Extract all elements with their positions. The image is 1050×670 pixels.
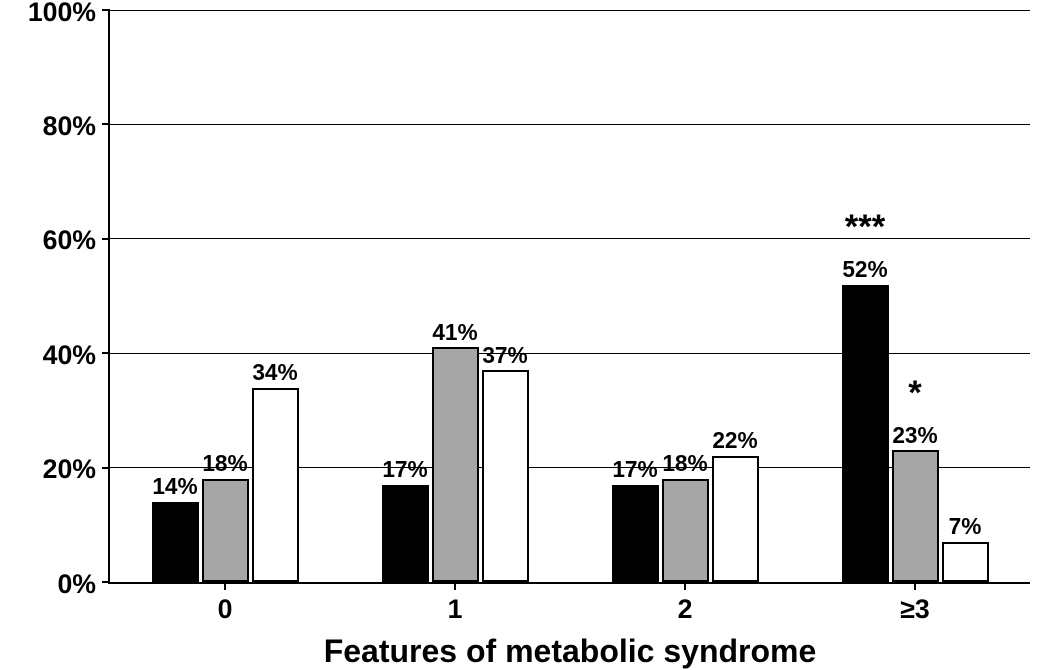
bar bbox=[942, 542, 989, 582]
bar-value-label: 17% bbox=[370, 456, 440, 483]
bar-value-label: 7% bbox=[930, 513, 1000, 540]
x-tick-label: 1 bbox=[415, 594, 495, 625]
x-tick-label: 2 bbox=[645, 594, 725, 625]
bar bbox=[202, 479, 249, 582]
y-tick bbox=[102, 238, 110, 240]
bar bbox=[432, 347, 479, 582]
bar bbox=[662, 479, 709, 582]
bar bbox=[382, 485, 429, 582]
bar bbox=[712, 456, 759, 582]
x-tick-label: ≥3 bbox=[875, 594, 955, 625]
y-tick bbox=[102, 9, 110, 11]
grid-line bbox=[110, 353, 1030, 354]
bar-value-label: 18% bbox=[190, 450, 260, 477]
y-tick-label: 0% bbox=[57, 569, 96, 600]
bar-chart: 14%18%34%017%41%37%117%18%22%252%***23%*… bbox=[0, 0, 1050, 667]
grid-line bbox=[110, 124, 1030, 125]
x-axis-line bbox=[108, 582, 1030, 584]
y-tick-label: 80% bbox=[43, 111, 96, 142]
bar-value-label: 23% bbox=[880, 422, 950, 449]
y-tick bbox=[102, 123, 110, 125]
y-tick-label: 100% bbox=[28, 0, 96, 28]
y-tick-label: 20% bbox=[43, 454, 96, 485]
bar-value-label: 22% bbox=[700, 427, 770, 454]
y-tick bbox=[102, 467, 110, 469]
y-tick-label: 40% bbox=[43, 340, 96, 371]
bar-value-label: 37% bbox=[470, 342, 540, 369]
bar bbox=[612, 485, 659, 582]
bar bbox=[152, 502, 199, 582]
x-axis-title: Features of metabolic syndrome bbox=[0, 633, 1050, 670]
bar-value-label: 34% bbox=[240, 359, 310, 386]
grid-line bbox=[110, 10, 1030, 11]
y-tick bbox=[102, 352, 110, 354]
significance-mark: * bbox=[870, 376, 960, 411]
bar bbox=[252, 388, 299, 582]
x-tick-label: 0 bbox=[185, 594, 265, 625]
y-tick bbox=[102, 581, 110, 583]
bar bbox=[482, 370, 529, 582]
y-tick-label: 60% bbox=[43, 225, 96, 256]
y-axis-line bbox=[108, 10, 110, 584]
significance-mark: *** bbox=[820, 210, 910, 245]
bar-value-label: 52% bbox=[830, 256, 900, 283]
